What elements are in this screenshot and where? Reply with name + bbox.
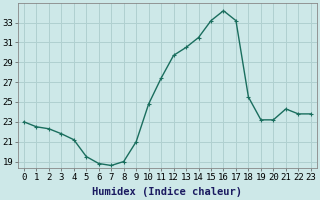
X-axis label: Humidex (Indice chaleur): Humidex (Indice chaleur) xyxy=(92,187,242,197)
